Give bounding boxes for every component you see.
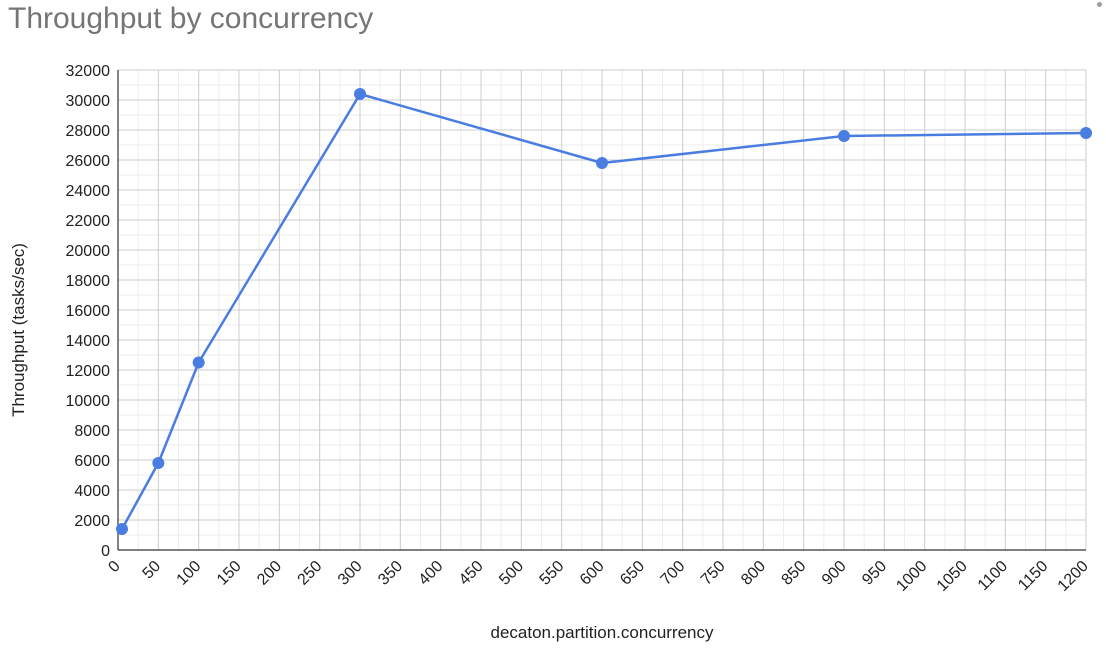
y-tick-label: 18000 (66, 273, 111, 290)
y-tick-label: 0 (101, 543, 110, 560)
y-tick-label: 20000 (66, 243, 111, 260)
x-tick-label: 100 (174, 558, 205, 589)
x-tick-label: 700 (658, 558, 689, 589)
y-tick-label: 24000 (66, 183, 111, 200)
x-tick-label: 400 (416, 558, 447, 589)
x-tick-label: 50 (140, 558, 165, 583)
x-tick-label: 1050 (934, 558, 971, 595)
x-tick-label: 350 (375, 558, 406, 589)
x-tick-label: 950 (859, 558, 890, 589)
data-point[interactable] (192, 356, 205, 369)
y-tick-label: 6000 (74, 453, 110, 470)
x-tick-label: 750 (698, 558, 729, 589)
x-tick-label: 300 (335, 558, 366, 589)
data-point[interactable] (116, 523, 129, 535)
y-tick-label: 30000 (66, 93, 111, 110)
y-tick-label: 16000 (66, 303, 111, 320)
chart-menu-icon[interactable] (1097, 2, 1102, 7)
x-tick-label: 650 (617, 558, 648, 589)
x-axis-tick-labels: 0 50 100 150 200 250 300 350 400 450 500 550 600 650 7… (105, 558, 1091, 595)
x-tick-label: 550 (537, 558, 568, 589)
chart-series (116, 88, 1092, 535)
y-tick-label: 10000 (66, 393, 111, 410)
y-tick-label: 28000 (66, 123, 111, 140)
data-point[interactable] (838, 130, 850, 142)
x-tick-label: 850 (779, 558, 810, 589)
x-tick-label: 1000 (893, 558, 930, 595)
x-tick-label: 0 (105, 558, 123, 576)
data-point[interactable] (354, 88, 366, 100)
x-tick-label: 200 (254, 558, 285, 589)
x-tick-label: 1150 (1015, 558, 1051, 594)
x-tick-label: 500 (496, 558, 527, 589)
y-tick-label: 22000 (66, 213, 111, 230)
data-point[interactable] (596, 157, 608, 169)
chart-title: Throughput by concurrency (8, 2, 374, 35)
x-tick-label: 1200 (1055, 558, 1092, 595)
x-tick-label: 1100 (975, 558, 1011, 594)
x-tick-label: 150 (214, 558, 245, 589)
x-tick-label: 600 (577, 558, 608, 589)
x-axis-label: decaton.partition.concurrency (490, 623, 714, 642)
data-point[interactable] (152, 457, 165, 469)
y-tick-label: 12000 (66, 363, 111, 380)
data-point[interactable] (1080, 127, 1092, 139)
y-axis-label: Throughput (tasks/sec) (9, 243, 28, 417)
x-tick-label: 450 (456, 558, 487, 589)
y-tick-label: 14000 (66, 333, 111, 350)
y-tick-label: 8000 (74, 423, 110, 440)
chart-gridlines (118, 69, 1087, 550)
x-tick-label: 800 (738, 558, 769, 589)
y-tick-label: 2000 (74, 513, 110, 530)
x-tick-label: 250 (295, 558, 326, 589)
y-tick-label: 26000 (66, 153, 111, 170)
chart-axes (117, 70, 1086, 551)
y-tick-label: 4000 (74, 483, 110, 500)
y-tick-label: 32000 (66, 63, 111, 80)
y-axis-tick-labels: 0 2000 4000 6000 8000 10000 12000 14000 16000 180… (66, 63, 111, 560)
x-tick-label: 900 (819, 558, 850, 589)
